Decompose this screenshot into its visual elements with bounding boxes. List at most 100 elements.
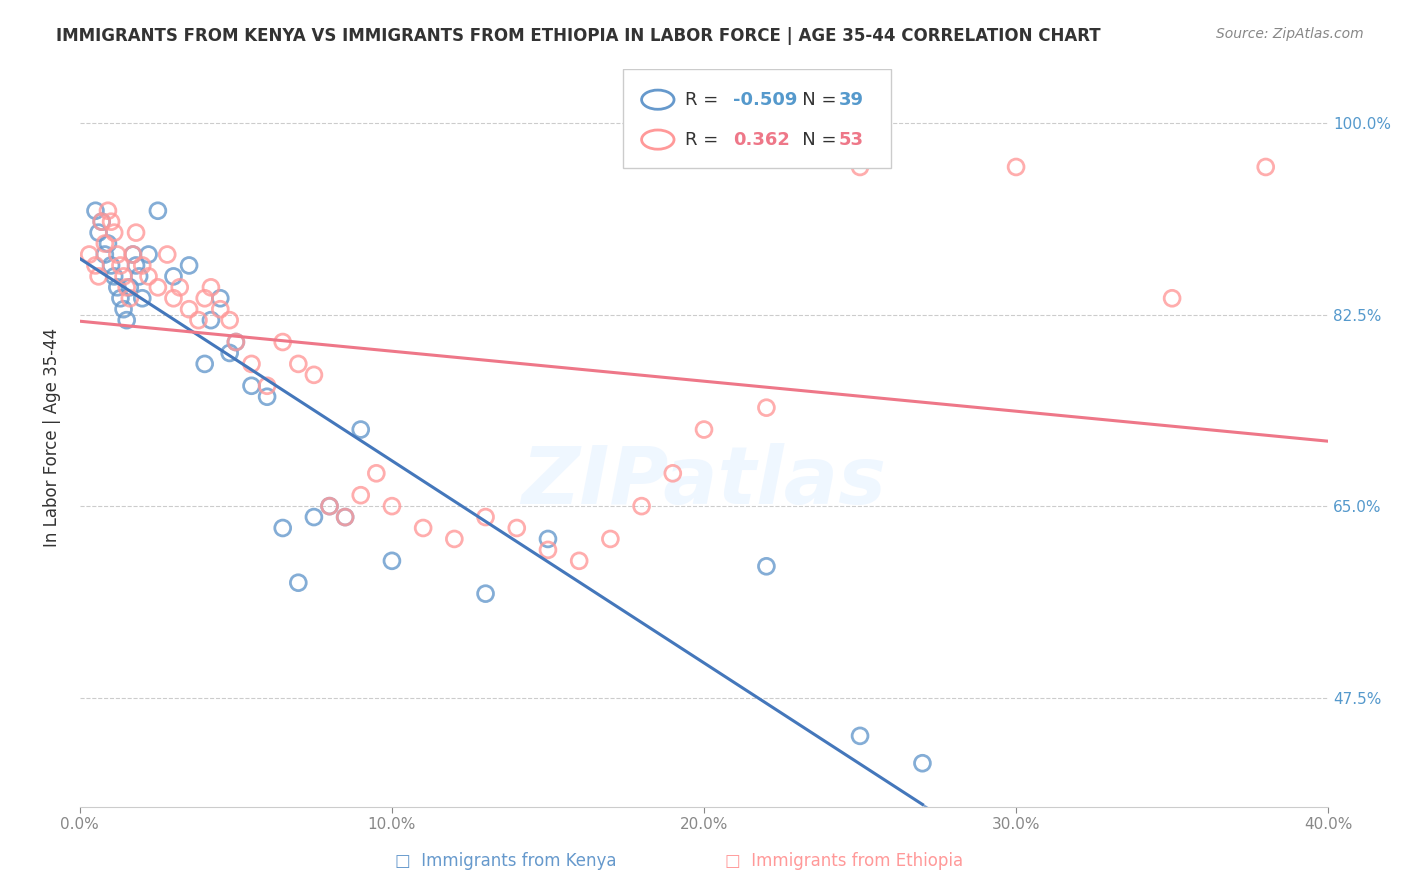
- Point: [90, 215, 112, 229]
- Point: [287, 357, 309, 371]
- Point: [187, 313, 209, 327]
- Point: [200, 280, 222, 294]
- Point: [333, 510, 356, 524]
- Point: [125, 226, 148, 240]
- Point: [240, 357, 263, 371]
- Point: [662, 467, 685, 481]
- Point: [84, 259, 107, 273]
- Point: [333, 510, 356, 524]
- Point: [118, 291, 141, 305]
- Point: [162, 269, 184, 284]
- Point: [350, 423, 373, 437]
- Point: [271, 334, 294, 349]
- Point: [112, 302, 135, 317]
- Point: [302, 368, 325, 382]
- Point: [177, 302, 200, 317]
- Point: [849, 160, 872, 174]
- Text: 39: 39: [839, 91, 863, 109]
- Point: [381, 499, 404, 513]
- Point: [693, 423, 716, 437]
- Point: [630, 499, 652, 513]
- Point: [128, 269, 150, 284]
- Point: [240, 378, 263, 392]
- Point: [115, 280, 138, 294]
- Point: [115, 313, 138, 327]
- Text: R =: R =: [685, 130, 730, 149]
- Text: IMMIGRANTS FROM KENYA VS IMMIGRANTS FROM ETHIOPIA IN LABOR FORCE | AGE 35-44 COR: IMMIGRANTS FROM KENYA VS IMMIGRANTS FROM…: [56, 27, 1101, 45]
- Text: ZIPatlas: ZIPatlas: [522, 443, 887, 521]
- Point: [97, 203, 120, 218]
- Point: [138, 269, 160, 284]
- Point: [97, 236, 120, 251]
- Point: [94, 236, 117, 251]
- Point: [194, 357, 217, 371]
- Point: [94, 247, 117, 261]
- Text: 0.362: 0.362: [733, 130, 790, 149]
- Point: [100, 215, 122, 229]
- Point: [110, 291, 132, 305]
- Point: [318, 499, 340, 513]
- Point: [103, 269, 125, 284]
- Point: [177, 259, 200, 273]
- Point: [599, 532, 621, 546]
- Point: [318, 499, 340, 513]
- Point: [169, 280, 191, 294]
- Point: [225, 334, 247, 349]
- Point: [112, 269, 135, 284]
- Point: [218, 346, 240, 360]
- Point: [849, 729, 872, 743]
- Text: □  Immigrants from Kenya: □ Immigrants from Kenya: [395, 852, 617, 870]
- Point: [474, 587, 496, 601]
- Point: [156, 247, 179, 261]
- Point: [138, 247, 160, 261]
- Point: [225, 334, 247, 349]
- Text: N =: N =: [785, 130, 842, 149]
- Point: [568, 554, 591, 568]
- Point: [105, 280, 128, 294]
- Point: [90, 215, 112, 229]
- Point: [412, 521, 434, 535]
- Point: [87, 226, 110, 240]
- Text: □  Immigrants from Ethiopia: □ Immigrants from Ethiopia: [724, 852, 963, 870]
- Point: [122, 247, 145, 261]
- FancyBboxPatch shape: [623, 69, 891, 169]
- Text: -0.509: -0.509: [733, 91, 797, 109]
- Point: [122, 247, 145, 261]
- Point: [110, 259, 132, 273]
- Point: [1254, 160, 1277, 174]
- Point: [506, 521, 529, 535]
- Point: [256, 378, 278, 392]
- Point: [1161, 291, 1184, 305]
- Point: [118, 280, 141, 294]
- Point: [474, 510, 496, 524]
- Point: [77, 247, 100, 261]
- Text: Source: ZipAtlas.com: Source: ZipAtlas.com: [1216, 27, 1364, 41]
- Point: [100, 259, 122, 273]
- Point: [194, 291, 217, 305]
- Y-axis label: In Labor Force | Age 35-44: In Labor Force | Age 35-44: [44, 328, 60, 548]
- Point: [537, 542, 560, 557]
- Point: [755, 401, 778, 415]
- Point: [209, 291, 232, 305]
- Point: [443, 532, 465, 546]
- Point: [350, 488, 373, 502]
- Text: R =: R =: [685, 91, 724, 109]
- Point: [103, 226, 125, 240]
- Point: [256, 390, 278, 404]
- Point: [287, 575, 309, 590]
- Point: [200, 313, 222, 327]
- Point: [381, 554, 404, 568]
- Point: [84, 203, 107, 218]
- Text: 53: 53: [839, 130, 863, 149]
- Point: [537, 532, 560, 546]
- Point: [366, 467, 388, 481]
- Point: [131, 259, 153, 273]
- Point: [105, 247, 128, 261]
- Point: [271, 521, 294, 535]
- Point: [125, 259, 148, 273]
- Point: [131, 291, 153, 305]
- Text: N =: N =: [785, 91, 842, 109]
- Point: [162, 291, 184, 305]
- Point: [755, 559, 778, 574]
- Point: [1005, 160, 1028, 174]
